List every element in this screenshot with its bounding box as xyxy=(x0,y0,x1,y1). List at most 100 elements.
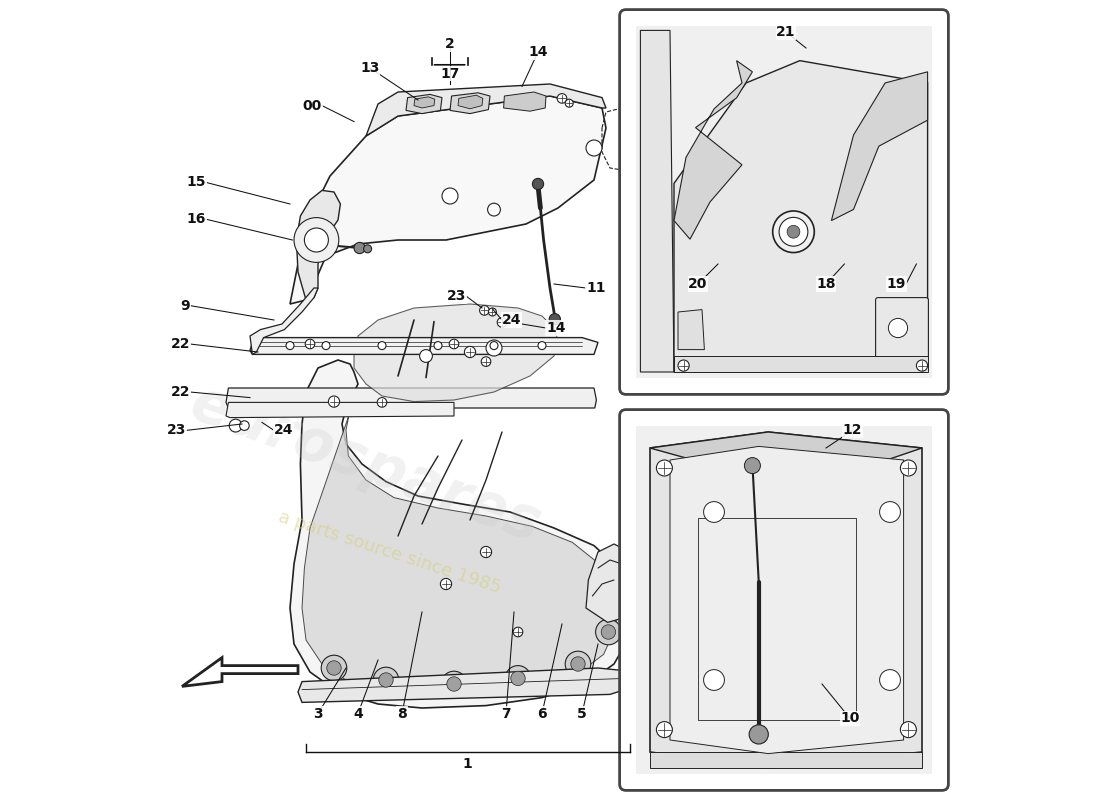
Circle shape xyxy=(901,722,916,738)
Circle shape xyxy=(488,308,496,316)
Text: 8: 8 xyxy=(397,706,407,721)
Polygon shape xyxy=(366,84,606,136)
Text: 9: 9 xyxy=(180,298,190,313)
Circle shape xyxy=(294,218,339,262)
Text: 13: 13 xyxy=(361,61,379,75)
FancyBboxPatch shape xyxy=(876,298,928,358)
Circle shape xyxy=(558,94,566,103)
Circle shape xyxy=(440,578,452,590)
Polygon shape xyxy=(640,30,674,372)
Polygon shape xyxy=(504,92,546,111)
Text: 19: 19 xyxy=(887,277,906,291)
Polygon shape xyxy=(586,544,637,622)
Polygon shape xyxy=(670,446,903,754)
Circle shape xyxy=(481,357,491,366)
Text: 10: 10 xyxy=(840,711,860,726)
Circle shape xyxy=(481,546,492,558)
Circle shape xyxy=(565,651,591,677)
Circle shape xyxy=(327,661,341,675)
Circle shape xyxy=(889,318,908,338)
Polygon shape xyxy=(674,61,752,239)
Circle shape xyxy=(378,342,386,350)
Polygon shape xyxy=(406,94,442,114)
Bar xyxy=(698,518,856,720)
Text: 18: 18 xyxy=(816,277,836,291)
Circle shape xyxy=(354,242,365,254)
Circle shape xyxy=(704,502,725,522)
Polygon shape xyxy=(650,432,922,768)
Text: 24: 24 xyxy=(502,313,521,327)
Polygon shape xyxy=(290,360,634,708)
Circle shape xyxy=(486,340,502,356)
Text: 12: 12 xyxy=(843,423,862,438)
Text: 00: 00 xyxy=(302,98,322,113)
Text: 14: 14 xyxy=(528,45,548,59)
Circle shape xyxy=(442,188,458,204)
Circle shape xyxy=(538,342,546,350)
Polygon shape xyxy=(298,668,634,702)
Circle shape xyxy=(419,350,432,362)
Circle shape xyxy=(749,725,768,744)
Polygon shape xyxy=(636,26,933,378)
Circle shape xyxy=(678,360,690,371)
Polygon shape xyxy=(674,356,927,372)
Circle shape xyxy=(305,339,315,349)
Circle shape xyxy=(595,619,621,645)
Polygon shape xyxy=(302,394,618,696)
Circle shape xyxy=(602,625,616,639)
Polygon shape xyxy=(674,61,927,372)
FancyBboxPatch shape xyxy=(619,10,948,394)
Circle shape xyxy=(434,342,442,350)
Text: 24: 24 xyxy=(274,423,294,438)
Polygon shape xyxy=(354,304,558,402)
Text: 11: 11 xyxy=(586,281,605,295)
Circle shape xyxy=(378,673,393,687)
Text: 5: 5 xyxy=(578,706,587,721)
Circle shape xyxy=(745,458,760,474)
Circle shape xyxy=(240,421,250,430)
Text: 23: 23 xyxy=(447,289,466,303)
Circle shape xyxy=(487,203,500,216)
Circle shape xyxy=(779,218,807,246)
Text: 15: 15 xyxy=(187,175,206,190)
Circle shape xyxy=(704,670,725,690)
Polygon shape xyxy=(226,388,596,408)
Text: 1: 1 xyxy=(463,757,473,771)
Circle shape xyxy=(510,671,525,686)
Circle shape xyxy=(788,226,800,238)
Circle shape xyxy=(657,722,672,738)
Circle shape xyxy=(880,502,901,522)
Polygon shape xyxy=(832,72,927,221)
Circle shape xyxy=(373,667,399,693)
Text: 3: 3 xyxy=(314,706,322,721)
Circle shape xyxy=(565,99,573,107)
Text: 4: 4 xyxy=(353,706,363,721)
Text: 20: 20 xyxy=(689,277,707,291)
Circle shape xyxy=(657,460,672,476)
Circle shape xyxy=(497,318,507,327)
Polygon shape xyxy=(182,658,298,686)
Circle shape xyxy=(286,342,294,350)
Polygon shape xyxy=(250,338,598,354)
Circle shape xyxy=(490,342,498,350)
Circle shape xyxy=(364,245,372,253)
Circle shape xyxy=(916,360,927,371)
Polygon shape xyxy=(458,95,483,109)
Circle shape xyxy=(549,314,560,325)
Circle shape xyxy=(447,677,461,691)
Text: 16: 16 xyxy=(187,212,206,226)
Polygon shape xyxy=(414,97,435,108)
Polygon shape xyxy=(226,402,454,418)
Text: 23: 23 xyxy=(166,423,186,438)
Text: a parts source since 1985: a parts source since 1985 xyxy=(276,507,504,597)
Circle shape xyxy=(505,666,531,691)
Circle shape xyxy=(480,306,490,315)
Circle shape xyxy=(901,460,916,476)
Text: 17: 17 xyxy=(440,66,460,81)
Text: 22: 22 xyxy=(170,337,190,351)
Text: 7: 7 xyxy=(502,706,510,721)
Circle shape xyxy=(321,655,346,681)
Circle shape xyxy=(464,346,475,358)
Text: 6: 6 xyxy=(537,706,547,721)
Polygon shape xyxy=(296,190,340,300)
